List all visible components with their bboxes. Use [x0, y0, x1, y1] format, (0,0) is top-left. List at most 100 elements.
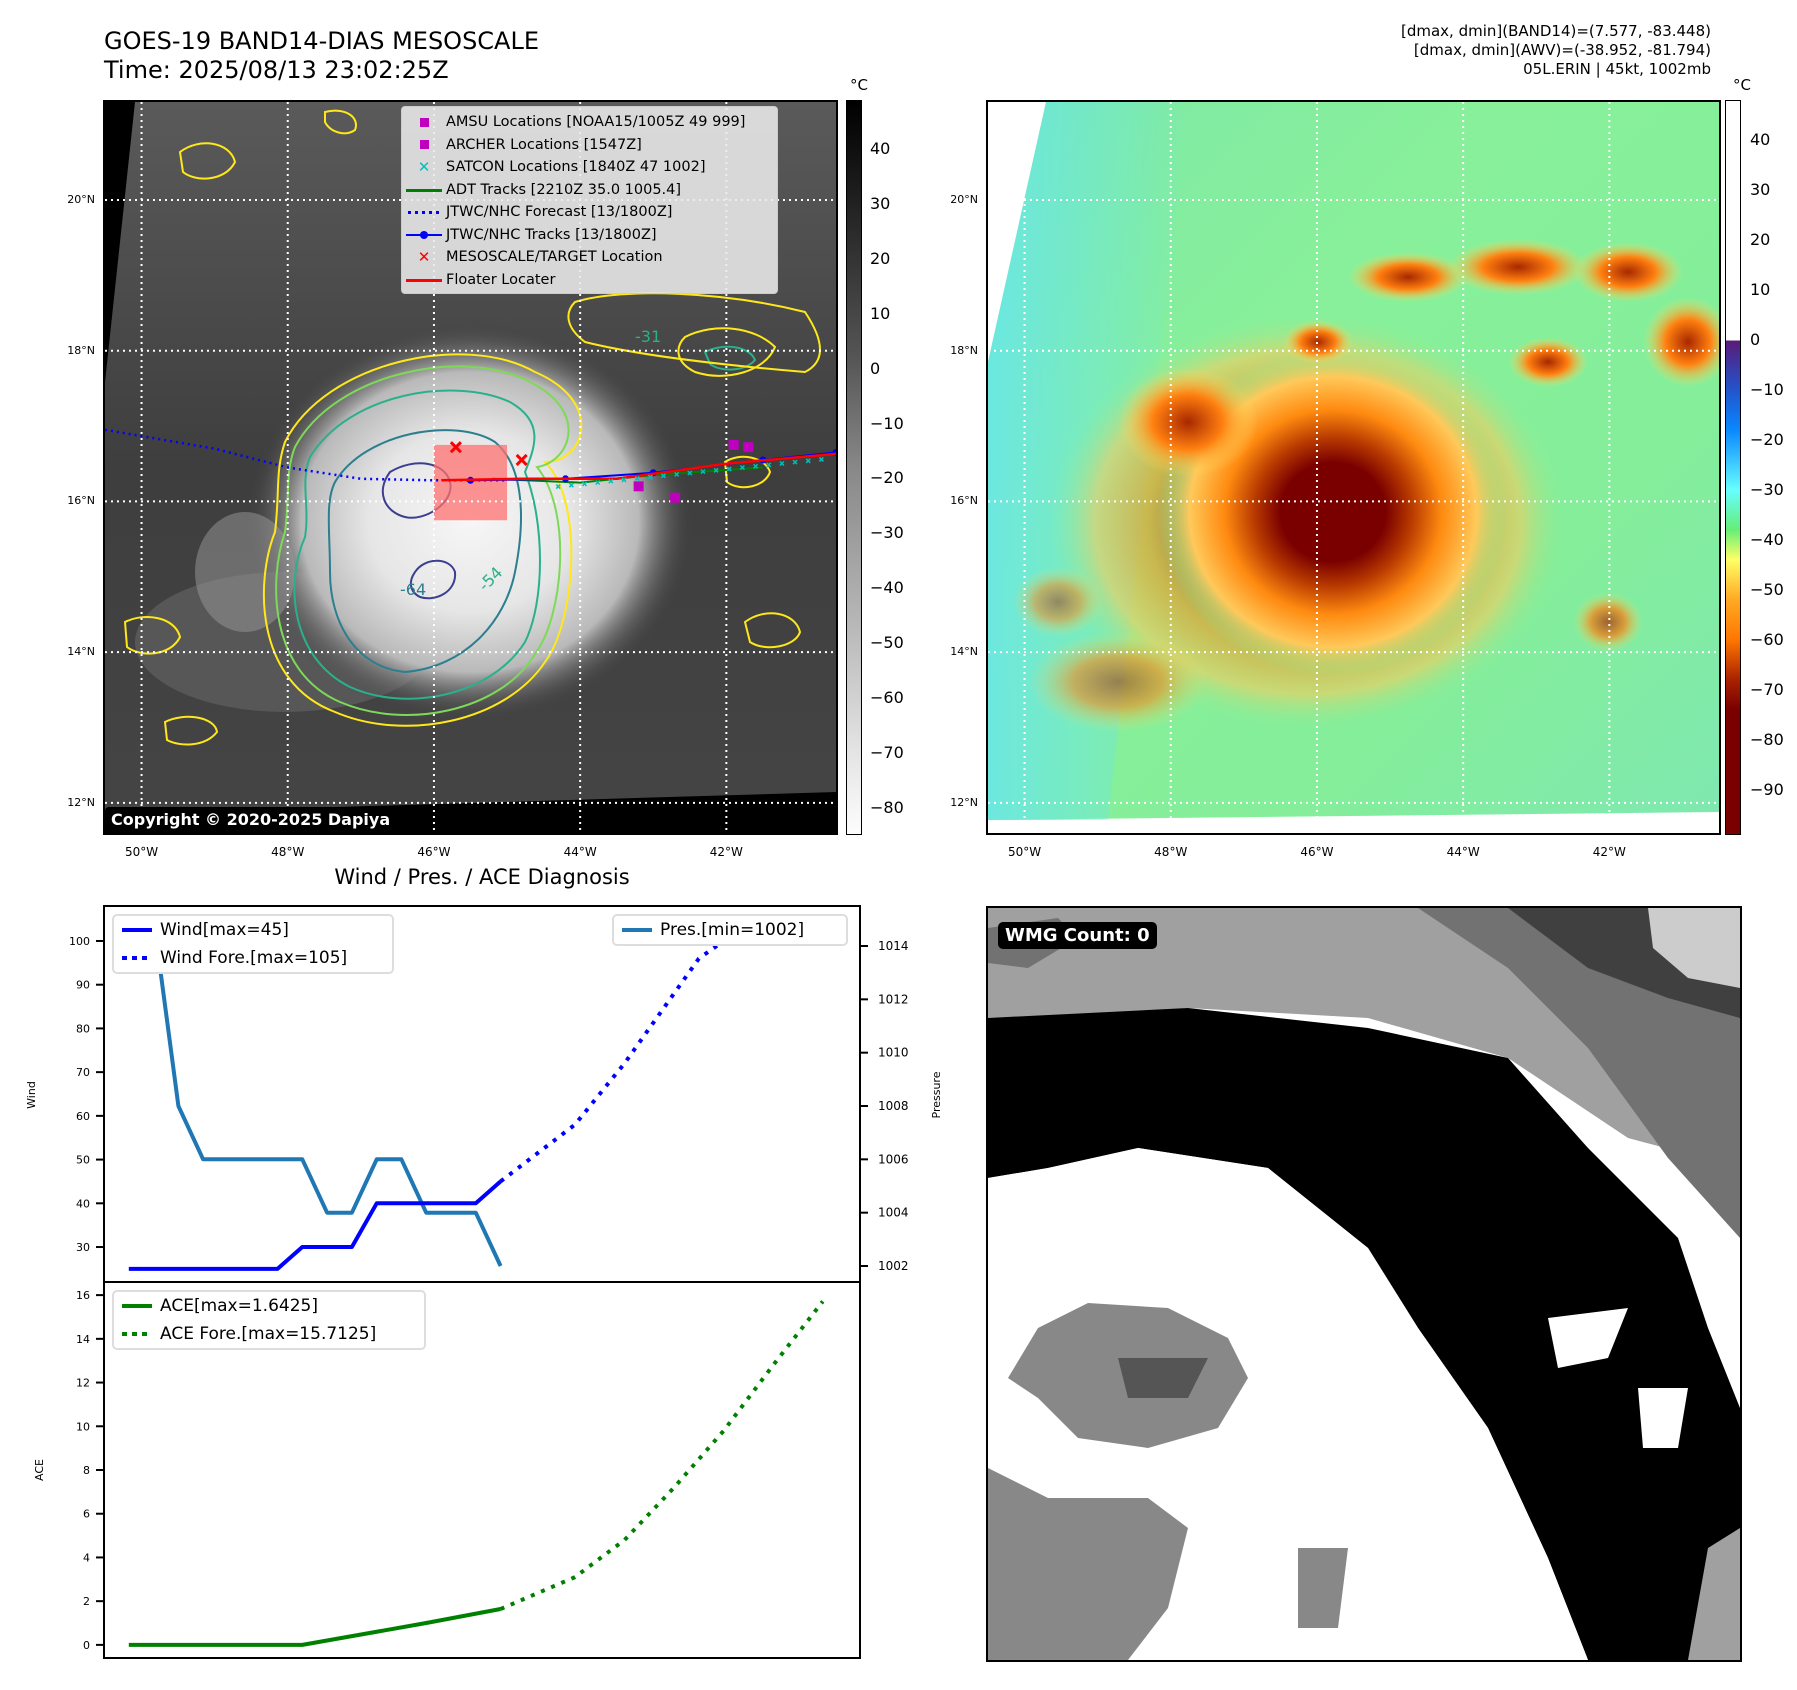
ir-map-panel: -64 -54 -31 AMSU Locations [NOAA15/1005Z…	[103, 100, 838, 835]
pressure-axis-ticks: 1002 1004 1006 1008 1010 1012 1014	[860, 939, 909, 1273]
awv-map-panel	[986, 100, 1721, 835]
satcon-marker	[687, 470, 693, 476]
ace-series	[128, 1300, 825, 1647]
contour-green	[275, 365, 570, 716]
legend-item-wind: Wind[max=45]	[114, 916, 392, 944]
satcon-marker	[660, 473, 667, 479]
awv-lat-label: 16°N	[950, 494, 978, 508]
y-tick-label: 1004	[878, 1206, 909, 1220]
awv-lon-label: 46°W	[1300, 845, 1334, 859]
colorbar-tick-label: −90	[1750, 780, 1784, 799]
y-tick-label: 10	[76, 1420, 90, 1433]
wmg-light-gray	[1648, 908, 1740, 988]
info-line-3: 05L.ERIN | 45kt, 1002mb	[1523, 60, 1711, 78]
colorbar-tick-label: −10	[870, 413, 904, 433]
awv-lon-label: 50°W	[1007, 845, 1042, 859]
x-marker-icon: ✕	[417, 248, 431, 267]
legend-item: Floater Locater	[402, 269, 777, 292]
satcon-marker	[608, 478, 614, 484]
ir-cloud-band	[195, 512, 295, 632]
y-tick-label: 50	[76, 1154, 90, 1167]
colorbar-tick-label: −10	[1750, 380, 1784, 399]
awv-gridlines	[988, 102, 1719, 833]
legend-label: ADT Tracks [2210Z 35.0 1005.4]	[446, 181, 682, 198]
satcon-marker	[621, 477, 627, 483]
satcon-marker	[779, 460, 785, 467]
solid-line-icon	[402, 269, 446, 292]
legend-label-wind-forecast: Wind Fore.[max=105]	[160, 948, 348, 968]
colorbar-tick-label: 0	[1750, 330, 1761, 349]
info-block: [dmax, dmin](BAND14)=(7.577, -83.448) [d…	[1401, 22, 1711, 79]
archer-marker	[633, 481, 644, 492]
legend-item: JTWC/NHC Tracks [13/1800Z]	[402, 224, 777, 247]
floater-track-line	[441, 452, 836, 482]
satcon-marker	[647, 474, 653, 480]
wmg-white-patch-1	[1548, 1308, 1628, 1368]
copyright-label: Copyright © 2020-2025 Dapiya	[105, 807, 397, 832]
y-tick-label: 14	[76, 1333, 90, 1346]
ir-lon-label: 46°W	[417, 845, 451, 859]
forecast-track-line	[105, 428, 508, 482]
awv-blob-8	[1573, 592, 1643, 652]
awv-lon-label: 48°W	[1154, 845, 1188, 859]
square-marker-icon	[402, 134, 446, 157]
y-tick-label: 60	[76, 1110, 90, 1123]
pressure-axis-label: Pressure	[930, 1071, 943, 1118]
awv-blob-10	[1013, 567, 1103, 637]
satcon-marker	[555, 484, 561, 490]
y-tick-label: 30	[76, 1241, 90, 1254]
solid-line-icon	[622, 928, 652, 932]
awv-blob-7	[1283, 320, 1353, 364]
amsu-marker	[743, 442, 754, 453]
awv-lat-label: 20°N	[950, 192, 978, 206]
contour-steel	[327, 429, 522, 674]
contour-small-5	[324, 109, 357, 135]
ir-lon-label: 44°W	[563, 845, 597, 859]
awv-blob-1	[1118, 367, 1258, 477]
dotted-line-icon	[122, 1332, 152, 1336]
wmg-eye-dark	[1118, 1358, 1208, 1398]
colorbar-tick-label: −30	[870, 523, 904, 543]
y-tick-label: 40	[76, 1197, 90, 1210]
ir-legend: AMSU Locations [NOAA15/1005Z 49 999] ARCH…	[401, 106, 778, 294]
awv-blob-4	[1573, 242, 1683, 302]
legend-label: Floater Locater	[446, 271, 556, 288]
contour-indigo-core	[409, 559, 457, 600]
colorbar-tick-label: −40	[870, 578, 904, 598]
legend-label: SATCON Locations [1840Z 47 1002]	[446, 159, 706, 176]
y-tick-label: 0	[83, 1639, 90, 1652]
wind-legend: Wind[max=45] Wind Fore.[max=105]	[112, 914, 394, 974]
ir-lat-label: 18°N	[67, 343, 95, 357]
colorbar-tick-label: 20	[1750, 230, 1771, 249]
legend-label: JTWC/NHC Forecast [13/1800Z]	[446, 204, 673, 221]
amsu-marker	[728, 439, 739, 450]
figure-title: GOES-19 BAND14-DIAS MESOSCALE Time: 2025…	[104, 27, 539, 85]
contour-small-1-inner	[703, 345, 757, 371]
contour-band-north	[567, 292, 821, 374]
wmg-count-badge: WMG Count: 0	[998, 922, 1157, 949]
ir-lat-label: 16°N	[67, 494, 95, 508]
target-marker	[449, 441, 462, 454]
archer-marker	[670, 492, 681, 503]
satcon-marker	[818, 456, 824, 462]
satcon-marker	[700, 469, 706, 475]
contour-teal	[293, 389, 541, 700]
info-line-2: [dmax, dmin](AWV)=(-38.952, -81.794)	[1413, 41, 1711, 59]
awv-lat-label: 14°N	[950, 645, 978, 659]
colorbar-tick-label: −80	[870, 797, 904, 817]
awv-blob-6	[1508, 337, 1588, 387]
diagnosis-title: Wind / Pres. / ACE Diagnosis	[334, 865, 630, 889]
colorbar-tick-label: −70	[870, 742, 904, 762]
colorbar-tick-label: −70	[1750, 680, 1784, 699]
satcon-marker	[713, 467, 719, 473]
satcon-marker	[595, 479, 601, 486]
wmg-white-patch-2	[1638, 1388, 1688, 1448]
legend-label: MESOSCALE/TARGET Location	[446, 249, 663, 266]
ace-forecast-line	[499, 1300, 825, 1611]
dotted-line-icon	[402, 201, 446, 224]
satcon-marker	[792, 459, 798, 465]
ir-colorbar-unit: °C	[850, 76, 868, 94]
y-tick-label: 100	[69, 935, 90, 948]
line-dot-icon	[402, 224, 446, 247]
legend-label: JTWC/NHC Tracks [13/1800Z]	[446, 226, 657, 243]
